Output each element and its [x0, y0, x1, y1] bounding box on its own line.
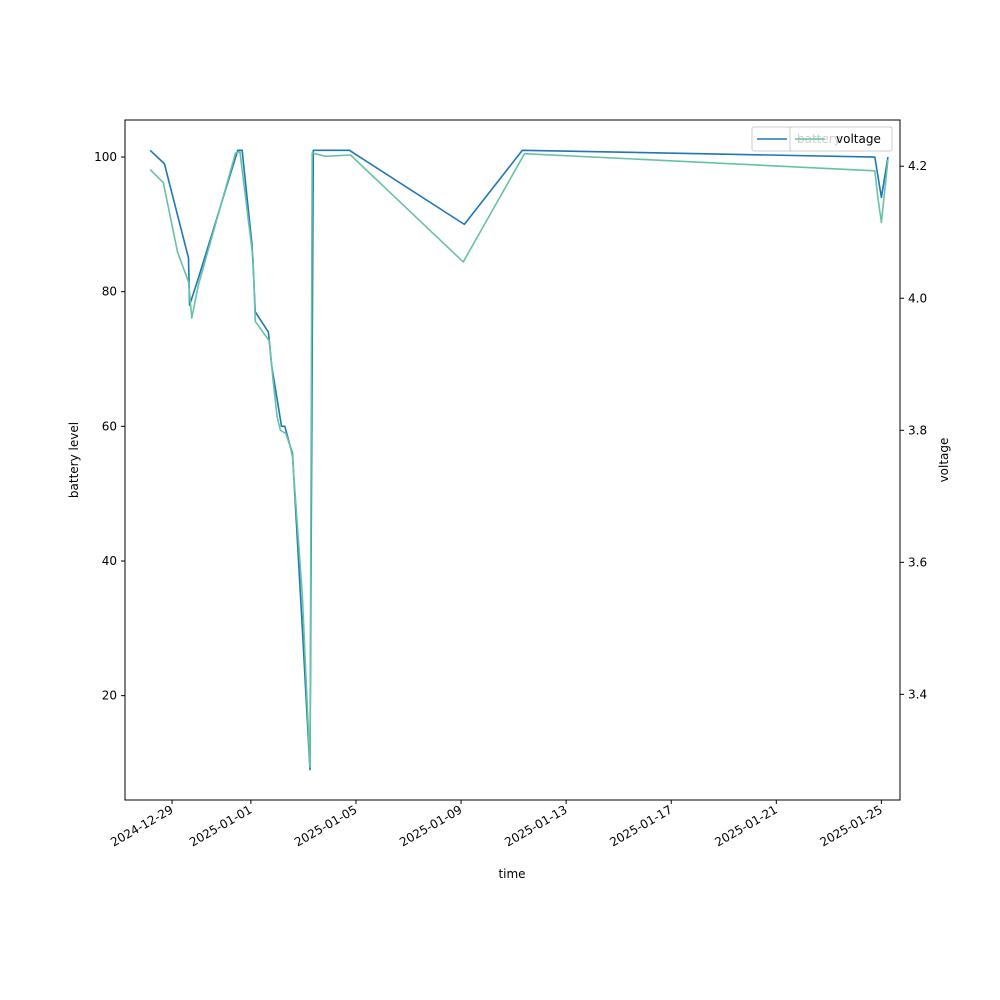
left-y-tick-label: 60: [102, 419, 117, 433]
left-y-tick-label: 20: [102, 689, 117, 703]
plot-frame: [124, 119, 901, 801]
right-y-axis-label: voltage: [937, 438, 951, 483]
series-line-voltage: [149, 150, 889, 768]
left-y-tick-label: 40: [102, 554, 117, 568]
left-y-axis-label: battery level: [67, 422, 81, 498]
x-tick-label: 2025-01-25: [817, 802, 884, 849]
x-tick-label: 2024-12-29: [108, 802, 175, 849]
x-tick-label: 2025-01-21: [712, 802, 779, 849]
x-axis: 2024-12-29 2025-01-01 2025-01-05 2025-01-09…: [108, 800, 885, 849]
right-y-tick-label: 4.0: [908, 291, 927, 305]
x-tick-label: 2025-01-13: [502, 802, 569, 849]
right-y-axis: 3.4 3.6 3.8 4.0 4.2: [900, 159, 927, 701]
x-tick-label: 2025-01-05: [292, 802, 359, 849]
right-y-tick-label: 4.2: [908, 159, 927, 173]
right-y-tick-label: 3.4: [908, 687, 927, 701]
legend-voltage: voltage: [789, 126, 893, 152]
x-tick-label: 2025-01-01: [187, 802, 254, 849]
series-line-battery: [149, 149, 889, 771]
x-tick-label: 2025-01-09: [397, 802, 464, 849]
x-axis-label: time: [498, 867, 525, 881]
series-layer: [149, 149, 889, 771]
x-tick-label: 2025-01-17: [607, 802, 674, 849]
right-y-tick-label: 3.6: [908, 555, 927, 569]
legend-box-voltage: [789, 126, 893, 152]
left-y-tick-label: 80: [102, 285, 117, 299]
left-y-axis: 20 40 60 80 100: [94, 150, 125, 703]
left-y-tick-label: 100: [94, 150, 117, 164]
legend-label-voltage: voltage: [836, 132, 881, 146]
right-y-tick-label: 3.8: [908, 423, 927, 437]
